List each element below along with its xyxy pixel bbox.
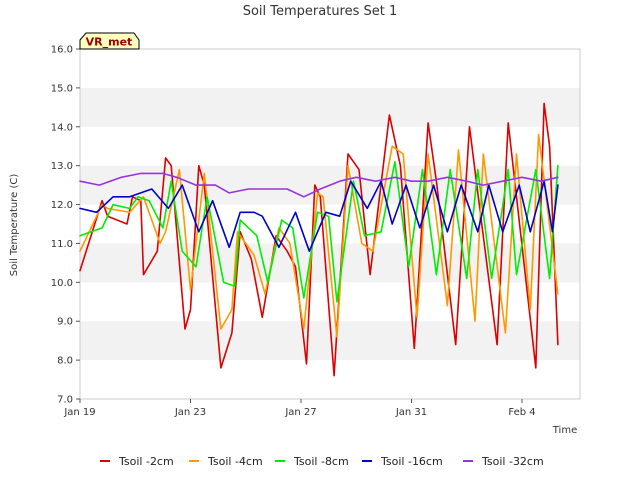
chart-title: Soil Temperatures Set 1 (243, 4, 398, 19)
y-axis-ticks: 7.0 8.0 9.0 10.0 11.0 12.0 13.0 14.0 15.0 16.0 (51, 45, 80, 406)
x-tick-label: Jan 27 (284, 407, 316, 418)
vr-met-badge: VR_met (79, 32, 140, 50)
grid-band (80, 360, 580, 399)
y-tick-label: 13.0 (51, 161, 73, 172)
y-tick-label: 9.0 (57, 317, 73, 328)
grid-band (80, 49, 580, 88)
series-line-1 (79, 133, 559, 338)
y-tick-label: 7.0 (57, 395, 73, 406)
y-axis-title: Soil Temperature (C) (9, 174, 20, 277)
legend: Tsoil -2cm Tsoil -4cm Tsoil -8cm Tsoil -16c… (100, 455, 544, 468)
y-tick-label: 11.0 (51, 239, 73, 250)
plot-frame (79, 48, 581, 400)
x-axis-ticks: Jan 19 Jan 23 Jan 27 Jan 31 Feb 4 (63, 399, 536, 418)
x-tick-label: Feb 4 (508, 407, 535, 418)
grid-band (80, 87, 580, 127)
y-tick-label: 15.0 (51, 83, 73, 94)
series-layer (79, 102, 559, 377)
series-line-4 (79, 172, 559, 198)
x-axis-title: Time (552, 425, 577, 436)
legend-label-0: Tsoil -2cm (118, 455, 174, 468)
grid-band (80, 126, 580, 166)
y-tick-label: 8.0 (57, 356, 73, 367)
y-tick-label: 14.0 (51, 122, 73, 133)
legend-label-2: Tsoil -8cm (293, 455, 349, 468)
x-tick-label: Jan 19 (63, 407, 95, 418)
y-tick-label: 16.0 (51, 45, 73, 56)
series-line-2 (79, 161, 559, 303)
x-tick-label: Jan 23 (174, 407, 206, 418)
y-tick-label: 12.0 (51, 200, 73, 211)
legend-label-4: Tsoil -32cm (481, 455, 544, 468)
legend-label-1: Tsoil -4cm (207, 455, 263, 468)
series-line-3 (79, 180, 559, 252)
x-tick-label: Jan 31 (395, 407, 427, 418)
y-tick-label: 10.0 (51, 278, 73, 289)
legend-label-3: Tsoil -16cm (380, 455, 443, 468)
badge-shape (79, 32, 140, 50)
badge-label: VR_met (86, 36, 133, 49)
